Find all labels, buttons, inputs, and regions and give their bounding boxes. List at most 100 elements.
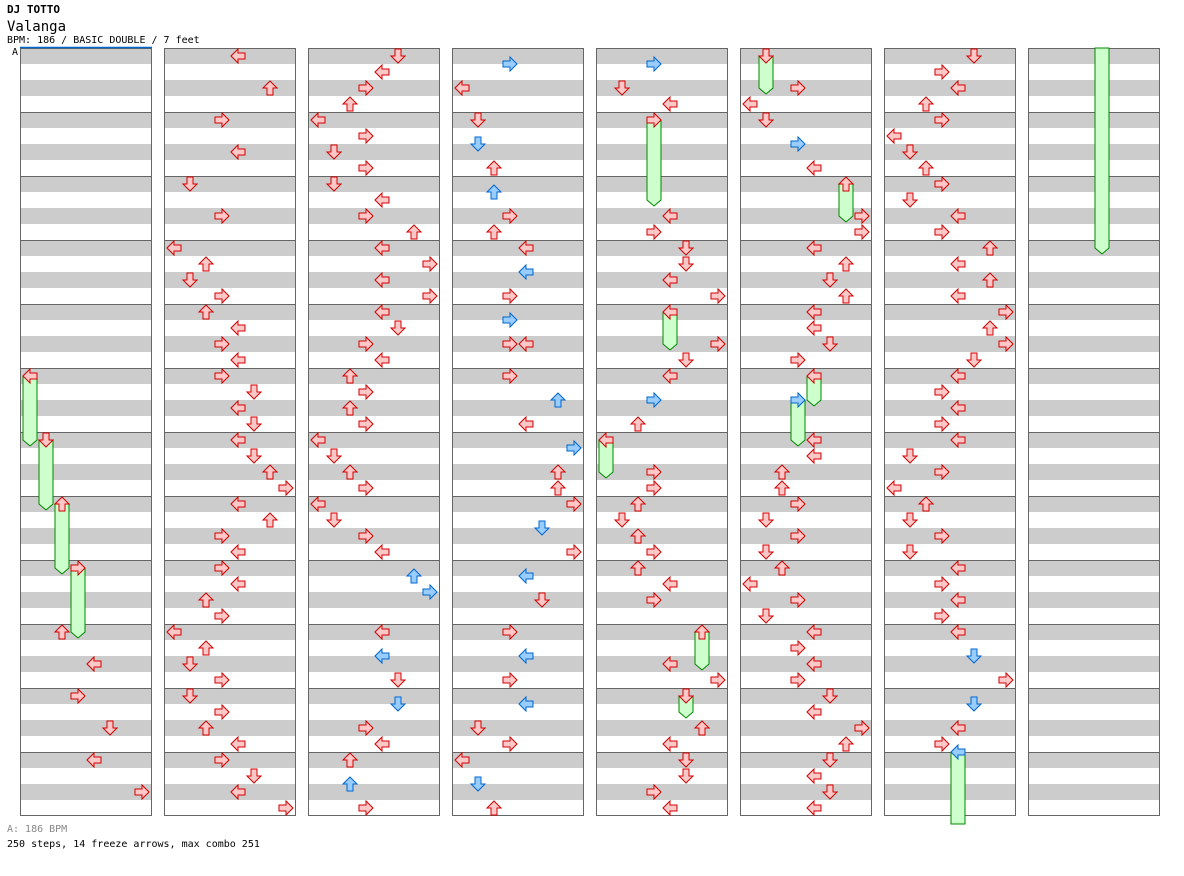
arrow-left-icon — [950, 719, 966, 737]
arrow-down-icon — [469, 136, 487, 152]
arrow-left-icon — [950, 623, 966, 641]
beat-stripe — [308, 720, 440, 736]
beat-stripe — [596, 528, 728, 544]
arrow-shape — [854, 223, 870, 241]
arrow-left-icon — [806, 159, 822, 177]
arrow-down-icon — [181, 176, 199, 192]
beat-stripe — [164, 208, 296, 224]
arrow-up-icon — [917, 96, 935, 112]
arrow-down-icon — [965, 648, 983, 664]
arrow-up-icon — [341, 400, 359, 416]
beat-stripe — [884, 336, 1016, 352]
beat-stripe — [20, 48, 152, 64]
beat-stripe — [1028, 592, 1160, 608]
arrow-right-icon — [358, 383, 374, 401]
arrow-shape — [518, 335, 534, 353]
arrow-left-icon — [662, 95, 678, 113]
arrow-right-icon — [214, 751, 230, 769]
beat-stripe — [20, 272, 152, 288]
arrow-shape — [646, 783, 662, 801]
beat-stripe — [740, 112, 872, 128]
arrow-shape — [358, 79, 374, 97]
arrow-right-icon — [214, 111, 230, 129]
arrow-shape — [230, 399, 246, 417]
arrow-shape — [101, 720, 119, 736]
arrow-left-icon — [806, 447, 822, 465]
arrow-shape — [806, 319, 822, 337]
arrow-down-icon — [965, 352, 983, 368]
beat-stripe — [1028, 560, 1160, 576]
beat-stripe — [164, 656, 296, 672]
speed-marker-label: A — [12, 47, 19, 58]
arrow-shape — [806, 303, 822, 321]
beat-stripe — [452, 464, 584, 480]
arrow-shape — [806, 799, 822, 817]
freeze-arrow-body — [950, 751, 966, 825]
beat-stripe — [740, 432, 872, 448]
beat-stripe — [164, 80, 296, 96]
arrow-up-icon — [485, 184, 503, 200]
arrow-right-icon — [358, 527, 374, 545]
arrow-shape — [325, 176, 343, 192]
beat-stripe — [1028, 208, 1160, 224]
arrow-left-icon — [230, 783, 246, 801]
chart-column — [308, 48, 440, 816]
arrow-shape — [214, 367, 230, 385]
arrow-right-icon — [214, 559, 230, 577]
arrow-up-icon — [693, 720, 711, 736]
arrow-right-icon — [70, 559, 86, 577]
arrow-shape — [613, 80, 631, 96]
arrow-shape — [230, 783, 246, 801]
arrow-up-icon — [261, 464, 279, 480]
arrow-down-icon — [757, 512, 775, 528]
arrow-shape — [917, 160, 935, 176]
arrow-up-icon — [53, 624, 71, 640]
beat-stripe — [596, 720, 728, 736]
arrow-down-icon — [677, 768, 695, 784]
arrow-right-icon — [854, 223, 870, 241]
arrow-shape — [374, 647, 390, 665]
arrow-shape — [422, 583, 438, 601]
arrow-shape — [214, 671, 230, 689]
arrow-up-icon — [341, 368, 359, 384]
arrow-right-icon — [358, 799, 374, 817]
arrow-shape — [790, 351, 806, 369]
beat-stripe — [740, 656, 872, 672]
arrow-shape — [374, 351, 390, 369]
arrow-left-icon — [230, 47, 246, 65]
arrow-left-icon — [518, 335, 534, 353]
arrow-left-icon — [518, 415, 534, 433]
arrow-shape — [757, 112, 775, 128]
arrow-down-icon — [389, 320, 407, 336]
arrow-left-icon — [454, 751, 470, 769]
arrow-shape — [965, 352, 983, 368]
arrow-down-icon — [677, 240, 695, 256]
arrow-left-icon — [230, 575, 246, 593]
beat-stripe — [884, 368, 1016, 384]
arrow-down-icon — [325, 512, 343, 528]
arrow-right-icon — [422, 287, 438, 305]
beat-stripe — [308, 624, 440, 640]
arrow-shape — [341, 96, 359, 112]
arrow-down-icon — [901, 192, 919, 208]
arrow-right-icon — [934, 735, 950, 753]
arrow-left-icon — [374, 351, 390, 369]
arrow-shape — [677, 768, 695, 784]
beat-stripe — [164, 432, 296, 448]
arrow-left-icon — [662, 799, 678, 817]
arrow-left-icon — [806, 367, 822, 385]
arrow-up-icon — [197, 256, 215, 272]
beat-stripe — [308, 656, 440, 672]
arrow-shape — [934, 607, 950, 625]
arrow-shape — [790, 671, 806, 689]
beat-stripe — [164, 688, 296, 704]
arrow-left-icon — [886, 479, 902, 497]
arrow-shape — [662, 367, 678, 385]
arrow-shape — [214, 751, 230, 769]
beat-stripe — [308, 592, 440, 608]
beat-stripe — [740, 400, 872, 416]
beat-stripe — [884, 464, 1016, 480]
arrow-shape — [710, 671, 726, 689]
chart-column — [884, 48, 1016, 816]
arrow-down-icon — [821, 336, 839, 352]
